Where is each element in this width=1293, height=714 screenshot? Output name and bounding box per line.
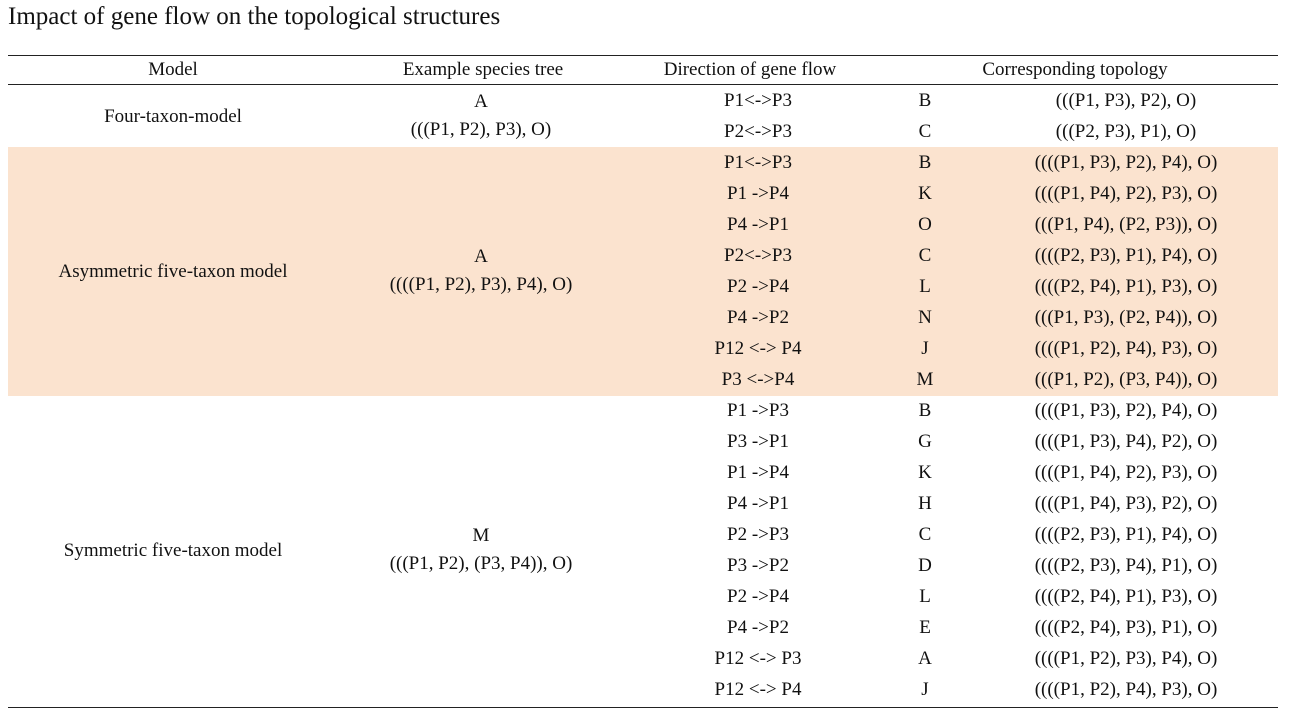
gene-flow-direction: P1 ->P3 [727, 400, 789, 421]
topology-code: L [919, 586, 931, 607]
topology-code: K [918, 462, 932, 483]
topology-code: H [918, 493, 932, 514]
table-title: Impact of gene flow on the topological s… [8, 3, 501, 30]
topology: (((P1, P3), P2), O) [1055, 90, 1197, 111]
topology: ((((P2, P3), P4), P1), O) [1034, 555, 1218, 576]
topology: ((((P1, P3), P2), P4), O) [1034, 152, 1218, 173]
topology: ((((P1, P4), P3), P2), O) [1034, 493, 1218, 514]
gene-flow-direction: P12 <-> P4 [714, 338, 802, 359]
topology-code: G [918, 431, 932, 452]
topology: ((((P2, P3), P1), P4), O) [1034, 245, 1218, 266]
gene-flow-direction: P1 ->P4 [727, 462, 789, 483]
header-gene-flow: Direction of gene flow [663, 59, 837, 80]
species-tree-label: M [472, 525, 490, 546]
topology: ((((P1, P4), P2), P3), O) [1034, 183, 1218, 204]
topology: ((((P1, P2), P3), P4), O) [1034, 648, 1218, 669]
topology: ((((P1, P3), P4), P2), O) [1034, 431, 1218, 452]
topology-code: C [918, 524, 932, 545]
topology-code: C [918, 245, 932, 266]
species-tree: (((P1, P2), (P3, P4)), O) [389, 553, 573, 574]
topology: ((((P1, P2), P4), P3), O) [1034, 679, 1218, 700]
topology-code: N [918, 307, 932, 328]
gene-flow-direction: P4 ->P2 [727, 617, 789, 638]
topology-code: L [919, 276, 931, 297]
species-tree: ((((P1, P2), P3), P4), O) [389, 274, 573, 295]
topology-code: B [918, 90, 932, 111]
gene-flow-direction: P4 ->P1 [727, 493, 789, 514]
topology: ((((P2, P4), P1), P3), O) [1034, 276, 1218, 297]
gene-flow-direction: P4 ->P2 [727, 307, 789, 328]
topology-code: B [918, 152, 932, 173]
gene-flow-direction: P3 <->P4 [721, 369, 795, 390]
topology-code: O [918, 214, 932, 235]
topology-code: C [918, 121, 932, 142]
gene-flow-direction: P1<->P3 [724, 152, 792, 173]
topology-code: D [918, 555, 932, 576]
model-name: Four-taxon-model [104, 106, 242, 127]
model-name: Symmetric five-taxon model [63, 540, 283, 561]
topology-code: E [919, 617, 931, 638]
topology-code: B [918, 400, 932, 421]
species-tree: (((P1, P2), P3), O) [410, 119, 552, 140]
header-topology: Corresponding topology [982, 59, 1168, 80]
highlight-band [8, 147, 1278, 396]
gene-flow-direction: P2 ->P3 [727, 524, 789, 545]
topology-code: J [921, 679, 929, 700]
topology: (((P1, P3), (P2, P4)), O) [1034, 307, 1218, 328]
gene-flow-direction: P4 ->P1 [727, 214, 789, 235]
topology: ((((P1, P4), P2), P3), O) [1034, 462, 1218, 483]
gene-flow-direction: P2<->P3 [724, 245, 792, 266]
gene-flow-direction: P12 <-> P4 [714, 679, 802, 700]
species-tree-label: A [474, 246, 488, 267]
topology: (((P1, P2), (P3, P4)), O) [1034, 369, 1218, 390]
gene-flow-direction: P2 ->P4 [727, 276, 789, 297]
topology-code: A [918, 648, 932, 669]
header-species-tree: Example species tree [402, 59, 564, 80]
topology: ((((P1, P3), P2), P4), O) [1034, 400, 1218, 421]
gene-flow-direction: P2<->P3 [724, 121, 792, 142]
topology-code: K [918, 183, 932, 204]
topology-code: J [921, 338, 929, 359]
bottom-rule [8, 707, 1278, 708]
topology: (((P2, P3), P1), O) [1055, 121, 1197, 142]
gene-flow-direction: P12 <-> P3 [714, 648, 802, 669]
topology-code: M [916, 369, 934, 390]
topology: ((((P2, P3), P1), P4), O) [1034, 524, 1218, 545]
topology: (((P1, P4), (P2, P3)), O) [1034, 214, 1218, 235]
gene-flow-direction: P3 ->P1 [727, 431, 789, 452]
topology: ((((P2, P4), P1), P3), O) [1034, 586, 1218, 607]
header-rule [8, 84, 1278, 85]
gene-flow-direction: P1 ->P4 [727, 183, 789, 204]
model-name: Asymmetric five-taxon model [58, 261, 288, 282]
gene-flow-direction: P1<->P3 [724, 90, 792, 111]
gene-flow-direction: P3 ->P2 [727, 555, 789, 576]
topology: ((((P2, P4), P3), P1), O) [1034, 617, 1218, 638]
species-tree-label: A [474, 91, 488, 112]
header-model: Model [148, 59, 198, 80]
topology: ((((P1, P2), P4), P3), O) [1034, 338, 1218, 359]
gene-flow-direction: P2 ->P4 [727, 586, 789, 607]
top-rule [8, 55, 1278, 56]
